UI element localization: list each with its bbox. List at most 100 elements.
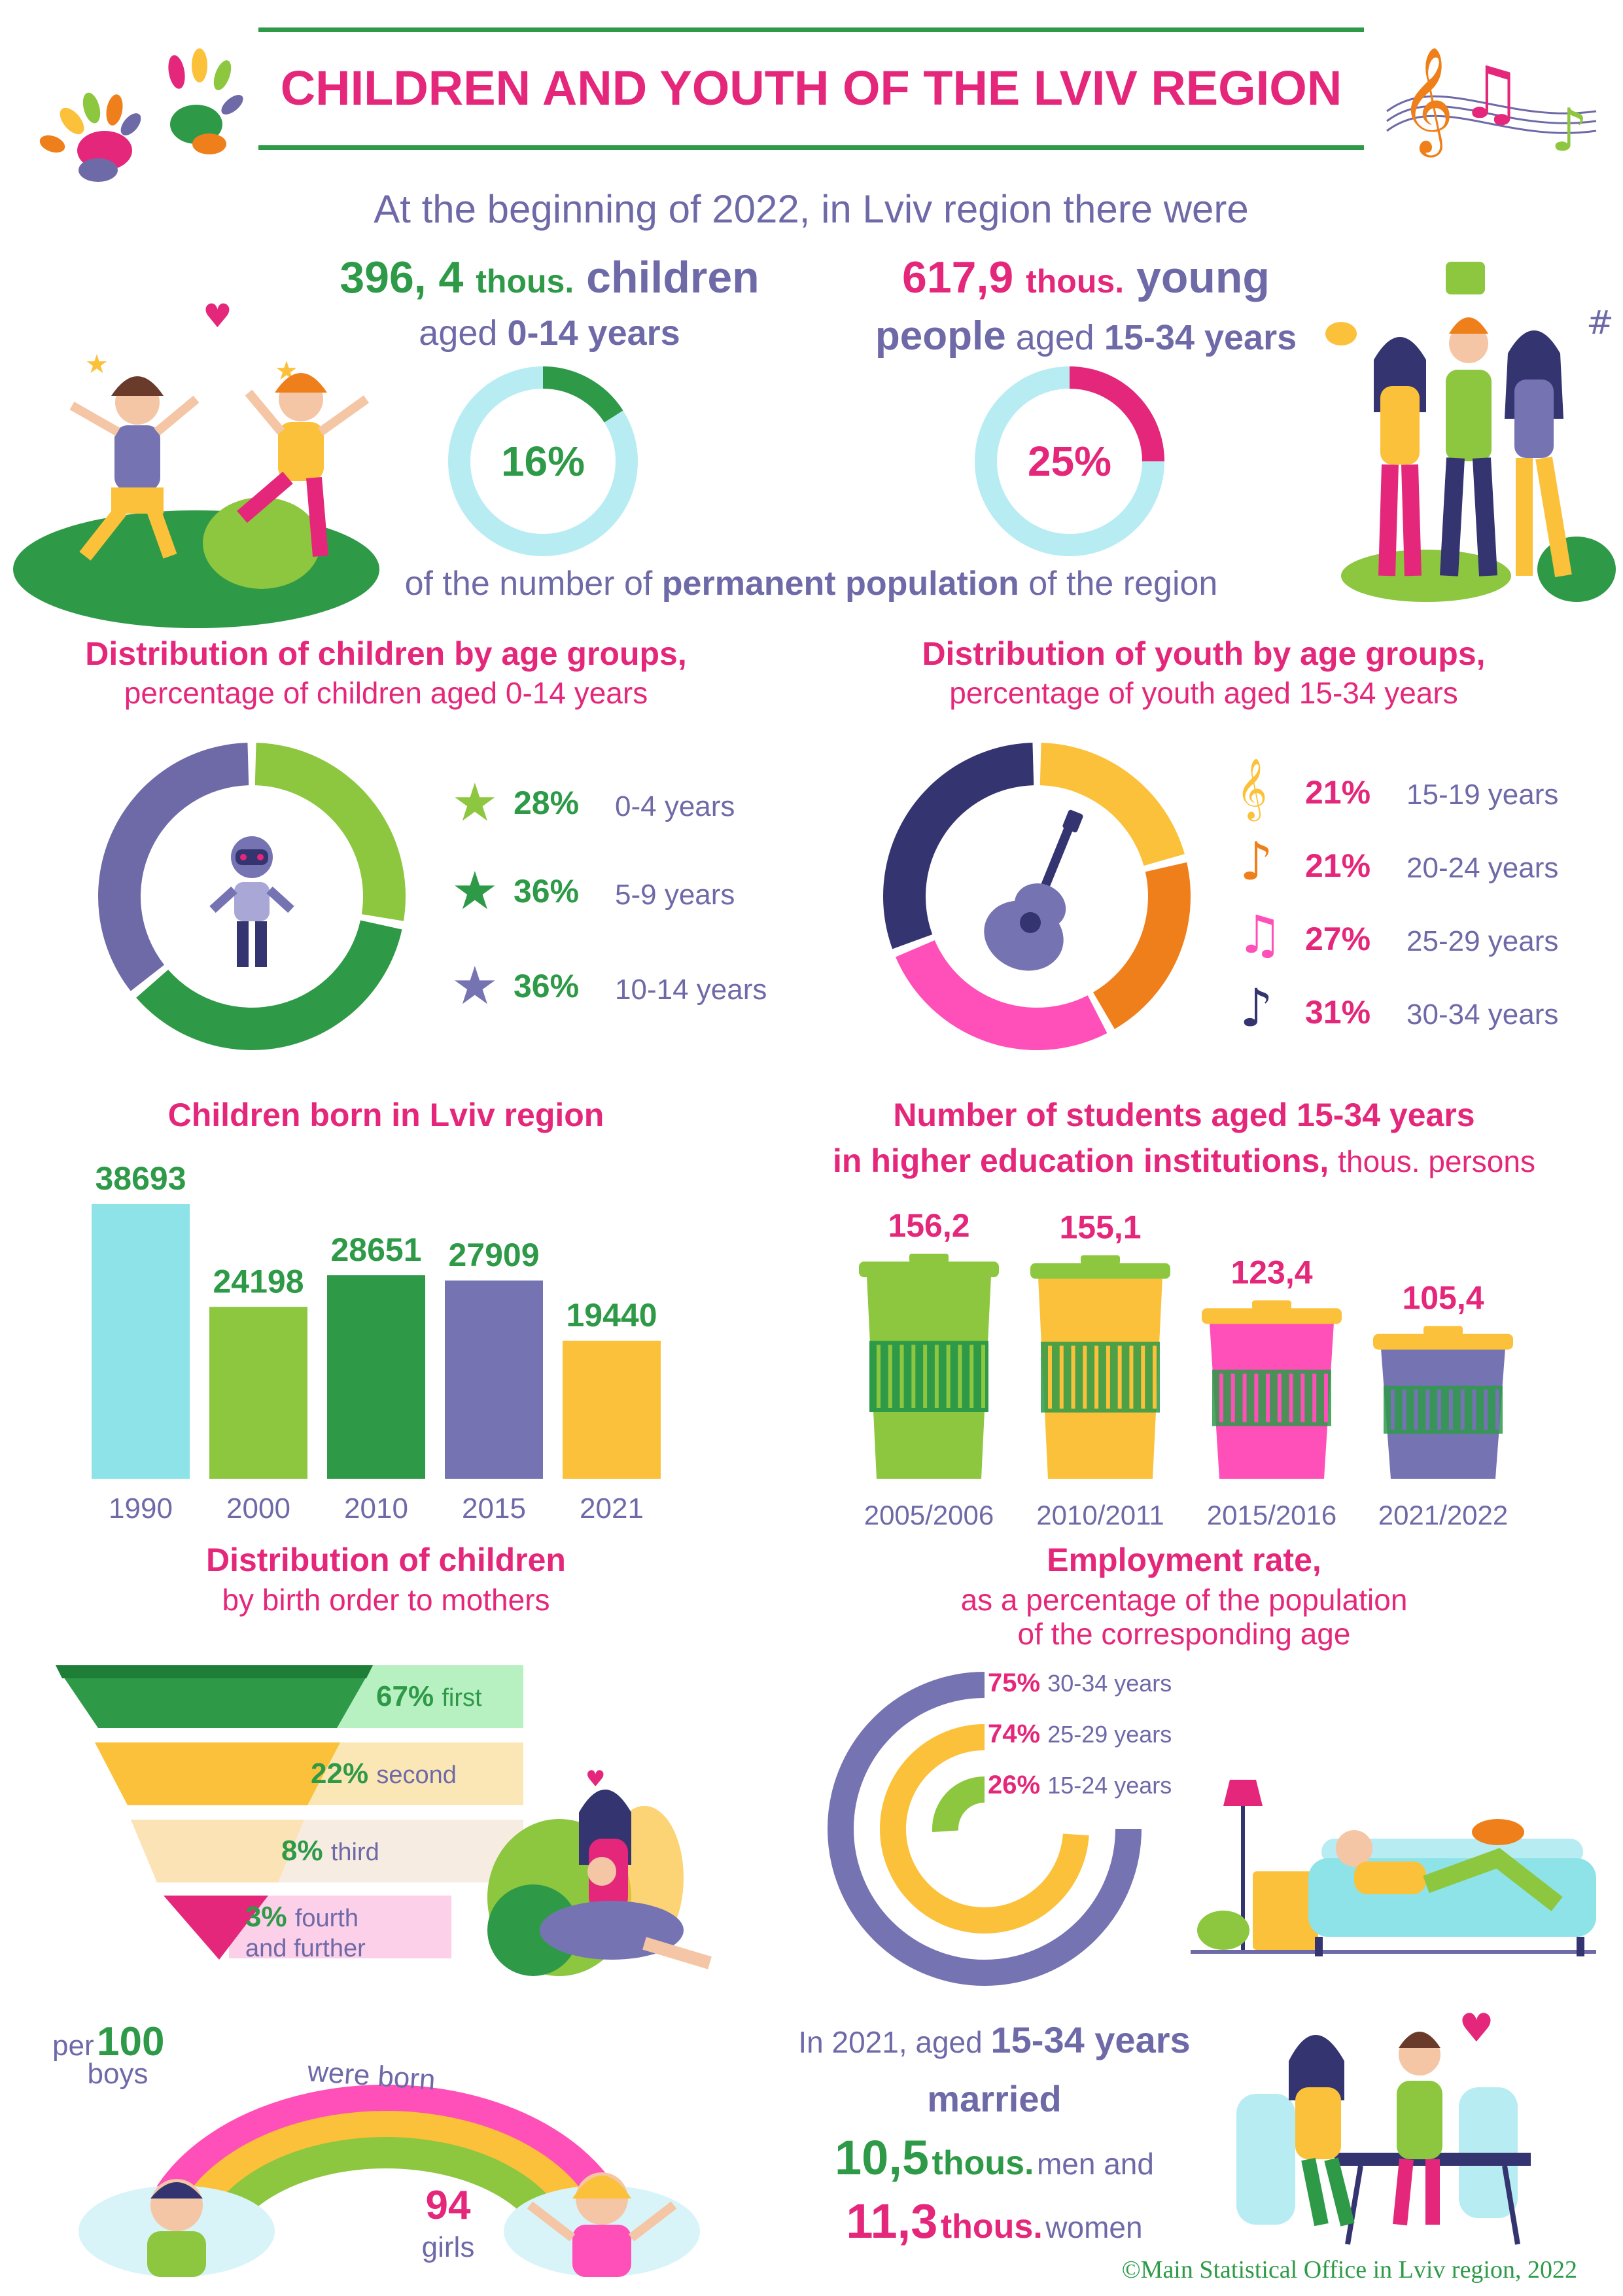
children-age-subtitle: percentage of children aged 0-14 years — [124, 676, 648, 710]
star-icon: ★ — [451, 957, 498, 1015]
children-age-line: aged 0-14 years — [288, 313, 811, 353]
youth-age-slice-2 — [896, 940, 1108, 1050]
funnel-segment-third — [131, 1820, 304, 1882]
birth-order-title: Distribution of children — [206, 1542, 566, 1578]
youth-age-legend-item: ♫ 27% 25-29 years — [1236, 904, 1590, 971]
born-value-label: 24198 — [213, 1263, 304, 1299]
svg-text:♫: ♫ — [1459, 51, 1524, 135]
children-age-legend-item: ★ 28% 0-4 years — [451, 773, 792, 838]
students-year-label: 2021/2022 — [1378, 1500, 1509, 1530]
header-rule-top — [258, 27, 1364, 32]
married-line1: In 2021, aged 15-34 years — [772, 2019, 1217, 2061]
children-age-slice-0 — [254, 743, 406, 921]
employment-pct: 74% — [988, 1720, 1041, 1748]
born-value-label: 38693 — [95, 1160, 186, 1197]
children-age-slice-1 — [136, 920, 402, 1050]
svg-text:♥: ♥ — [203, 297, 232, 335]
robot-icon — [209, 836, 294, 967]
girls-number: 94 — [425, 2183, 471, 2228]
children-share-label: 16% — [500, 438, 585, 485]
funnel-segment-second — [95, 1742, 340, 1805]
youth-age-label: 30-34 years — [1406, 998, 1559, 1031]
employment-subtitle2: of the corresponding age — [1017, 1617, 1351, 1651]
youth-age-slice-1 — [1093, 862, 1191, 1029]
born-year-label: 1990 — [109, 1492, 173, 1525]
children-share-arc — [448, 366, 638, 556]
students-unit: thous. persons — [1338, 1144, 1535, 1178]
student-cup-2005/2006 — [859, 1254, 999, 1479]
employment-radial-chart — [828, 1672, 1142, 1986]
students-value-label: 105,4 — [1402, 1280, 1484, 1316]
youth-share-arc — [975, 366, 1164, 556]
cup-lid-top — [1423, 1326, 1463, 1335]
born-year-label: 2021 — [580, 1492, 644, 1525]
treble-clef-icon: 𝄞 — [1236, 758, 1268, 819]
children-age-slice-2 — [97, 743, 249, 991]
funnel-band-third — [262, 1820, 523, 1882]
women-label: women — [1045, 2210, 1143, 2244]
cup-lid — [1373, 1333, 1513, 1350]
employment-age: 15-24 years — [1047, 1772, 1172, 1799]
youth-age-slice-0 — [1039, 743, 1185, 866]
svg-text:𝄞: 𝄞 — [1400, 46, 1454, 158]
youth-age-legend-item: ♪ 21% 20-24 years — [1236, 831, 1590, 898]
children-age-label: 0-4 years — [615, 790, 735, 822]
students-title-line1: Number of students aged 15-34 years — [893, 1097, 1475, 1133]
born-year-label: 2015 — [462, 1492, 526, 1525]
birth-order-item-fourth: 3% fourth and further — [245, 1903, 366, 1963]
birth-order-label: first — [442, 1684, 482, 1712]
birth-order-label: third — [330, 1839, 379, 1866]
youth-unit: thous. — [1026, 263, 1125, 300]
employment-arc-1 — [880, 1724, 1089, 1934]
youth-age-subtitle: percentage of youth aged 15-34 years — [949, 676, 1458, 710]
students-year-label: 2005/2006 — [864, 1500, 994, 1530]
children-unit: thous. — [476, 263, 574, 300]
students-cup-chart: 156,2 2005/2006 155,1 2010/2011 123,4 2015/20… — [859, 1207, 1513, 1530]
youth-illustration: # — [1325, 262, 1616, 602]
women-number: 11,3 — [846, 2194, 938, 2248]
youth-age-slice-3 — [883, 743, 1034, 949]
employment-arc-2 — [932, 1776, 985, 1833]
youth-aged: aged — [1015, 318, 1094, 357]
funnel-band-fourth — [229, 1896, 451, 1958]
svg-text:★: ★ — [85, 349, 109, 380]
student-cup-2015/2016 — [1202, 1300, 1342, 1479]
employment-subtitle1: as a percentage of the population — [960, 1583, 1408, 1617]
born-bar-chart: 38693 1990 24198 2000 28651 2010 27909 2015 1944… — [92, 1160, 661, 1525]
born-bar-2000 — [209, 1307, 307, 1479]
cup-lid-top — [1252, 1300, 1291, 1310]
population-note: of the number of permanent population of… — [288, 564, 1335, 603]
youth-headline: 617,9 thous. young — [824, 252, 1348, 303]
men-label: men and — [1036, 2147, 1154, 2181]
born-bar-2010 — [327, 1275, 425, 1479]
children-aged: aged — [419, 313, 498, 353]
students-year-label: 2015/2016 — [1207, 1500, 1337, 1530]
youth-share-label: 25% — [1027, 438, 1112, 485]
sofa-illustration — [1191, 1780, 1596, 1956]
youth-age-title: Distribution of youth by age groups, — [922, 635, 1486, 672]
children-number: 396, 4 — [340, 253, 464, 302]
star-icon: ★ — [451, 862, 498, 920]
header-rule-bottom — [258, 145, 1364, 150]
svg-text:♥: ♥ — [585, 1766, 605, 1792]
employment-label-15-24: 26% 15-24 years — [988, 1771, 1172, 1800]
students-value-label: 156,2 — [888, 1207, 969, 1244]
kids-illustration: ★ ★ ♥ — [13, 297, 379, 628]
married-pre: In 2021, aged — [798, 2025, 983, 2059]
birth-order-pct: 3% — [245, 1901, 287, 1933]
boy-illustration — [79, 2179, 275, 2277]
boys-block: per 100 — [52, 2019, 165, 2065]
born-value-label: 27909 — [448, 1237, 539, 1273]
population-note-pre: of the number of — [404, 565, 653, 603]
birth-order-funnel — [56, 1665, 523, 1960]
cup-lid-top — [1081, 1255, 1120, 1265]
student-cup-2010/2011 — [1030, 1255, 1170, 1479]
students-title-bold: in higher education institutions, — [833, 1142, 1329, 1179]
svg-text:♥: ♥ — [1459, 2005, 1494, 2051]
youth-share-donut — [975, 366, 1164, 556]
eighth-note-icon: ♪ — [1240, 978, 1274, 1038]
men-unit: thous. — [932, 2144, 1034, 2182]
mother-illustration: ♥ — [487, 1766, 712, 1976]
guitar-icon — [984, 809, 1083, 971]
students-year-label: 2010/2011 — [1036, 1500, 1164, 1530]
